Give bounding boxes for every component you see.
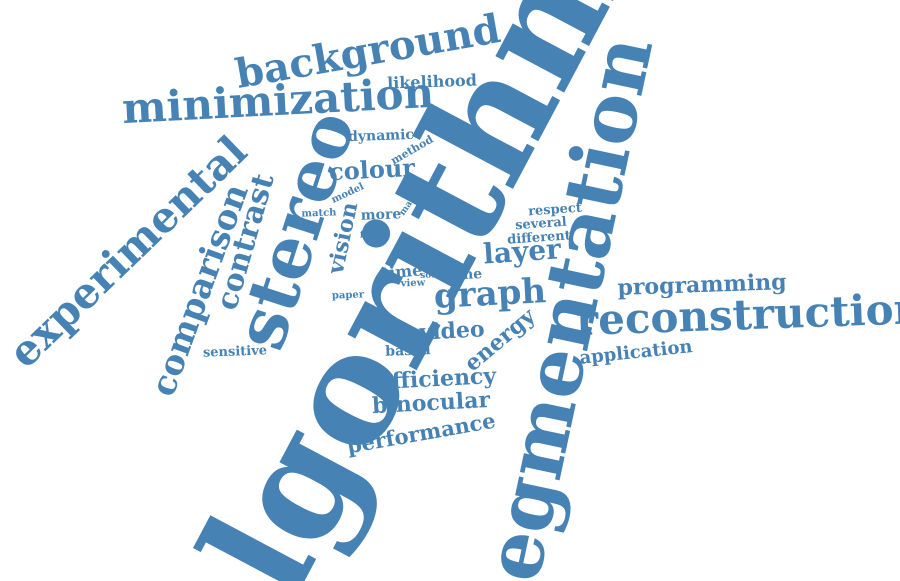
word-based: based	[385, 342, 431, 360]
word-programming: programming	[617, 269, 787, 301]
word-scene: scene	[437, 266, 483, 284]
word-flow: flow	[359, 230, 381, 241]
word-dynamic: dynamic	[347, 126, 415, 146]
word-sensitive: sensitive	[202, 343, 268, 361]
word-match: match	[301, 207, 337, 220]
word-view: view	[400, 277, 426, 290]
word-video: video	[418, 316, 486, 346]
word-likelihood: likelihood	[386, 70, 478, 93]
word-paper: paper	[331, 289, 365, 302]
word-style: style	[402, 249, 424, 261]
word-more: more	[360, 206, 402, 224]
